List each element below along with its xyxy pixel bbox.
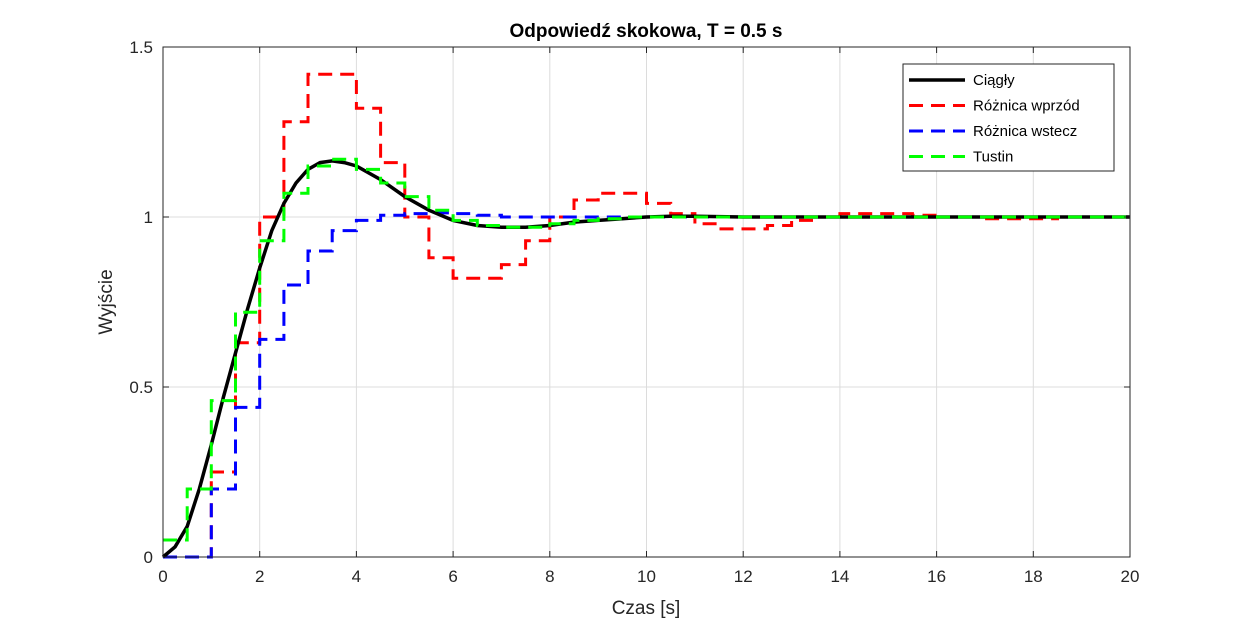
chart-title: Odpowiedź skokowa, T = 0.5 s xyxy=(510,21,783,42)
y-axis-label: Wyjście xyxy=(96,269,117,334)
series-layer xyxy=(161,72,1130,559)
legend-label: Różnica wprzód xyxy=(973,98,1080,115)
legend: Ciągły Różnica wprzód Różnica wstecz Tustin xyxy=(902,63,1115,172)
x-tick-label: 10 xyxy=(637,567,656,586)
ticks xyxy=(162,46,1131,558)
y-tick-label: 1.5 xyxy=(129,38,153,57)
series-line-3 xyxy=(163,157,1130,542)
legend-box xyxy=(902,63,1115,172)
legend-label: Różnica wstecz xyxy=(973,123,1077,140)
x-axis-label: Czas [s] xyxy=(612,598,681,619)
x-tick-label: 14 xyxy=(830,567,849,586)
x-tick-label: 20 xyxy=(1121,567,1140,586)
x-tick-label: 16 xyxy=(927,567,946,586)
legend-label: Tustin xyxy=(973,149,1013,166)
y-tick-label: 1 xyxy=(144,208,153,227)
x-tick-label: 18 xyxy=(1024,567,1043,586)
legend-label: Ciągły xyxy=(973,72,1015,89)
x-tick-label: 2 xyxy=(255,567,264,586)
x-tick-label: 4 xyxy=(352,567,361,586)
tick-labels: 0 2 4 6 8 10 12 14 16 18 20 0 0.5 1 1.5 xyxy=(129,38,1139,586)
x-tick-label: 12 xyxy=(734,567,753,586)
x-tick-label: 6 xyxy=(448,567,457,586)
x-tick-label: 8 xyxy=(545,567,554,586)
y-tick-label: 0.5 xyxy=(129,378,153,397)
y-tick-label: 0 xyxy=(144,548,153,567)
x-tick-label: 0 xyxy=(158,567,167,586)
